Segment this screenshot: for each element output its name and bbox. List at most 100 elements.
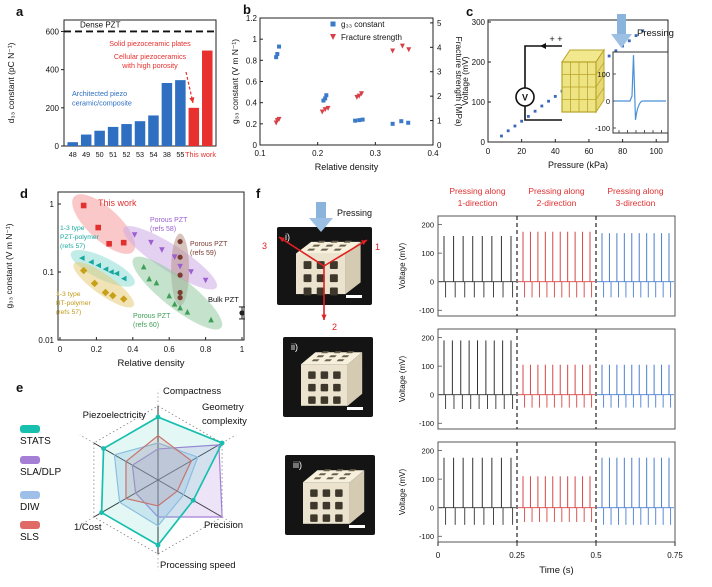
a-xtick: 48 bbox=[69, 150, 77, 159]
f-ytick: 0 bbox=[430, 504, 434, 513]
a-ylabel: d₃₃ constant (pC N⁻¹) bbox=[6, 42, 16, 123]
c-voltmeter-icon bbox=[515, 87, 535, 107]
d-group-label: Porous PZT bbox=[133, 313, 171, 320]
a-cellular-label: with high porosity bbox=[121, 61, 178, 70]
a-bar bbox=[148, 115, 159, 146]
a-xtick: 54 bbox=[149, 150, 157, 159]
c-xlabel: Pressure (kPa) bbox=[548, 160, 608, 170]
c-pressing-arrow-icon bbox=[611, 14, 632, 48]
e-axis-precision: Precision bbox=[204, 520, 243, 531]
b-ytick-right: 5 bbox=[437, 19, 442, 28]
c-xtick: 0 bbox=[486, 147, 491, 156]
a-xtick: 55 bbox=[176, 150, 184, 159]
c-voltmeter-v: V bbox=[522, 93, 528, 103]
c-ytick: 100 bbox=[472, 98, 486, 107]
c-xtick: 60 bbox=[584, 147, 593, 156]
f-ylabel: Voltage (mV) bbox=[398, 243, 407, 290]
f-photo-i): i) bbox=[277, 227, 372, 305]
c-inset-ytick: -100 bbox=[595, 124, 610, 133]
f-header: Pressing along bbox=[607, 186, 664, 196]
panel-a-letter: a bbox=[16, 4, 24, 19]
f-header: 2-direction bbox=[537, 198, 577, 208]
b-ytick-left: 1.2 bbox=[246, 14, 258, 23]
d-group-label: Bulk PZT bbox=[208, 295, 239, 304]
f-ytick: 0 bbox=[430, 278, 434, 287]
d-group-label: Porous PZT bbox=[150, 217, 188, 224]
a-bar bbox=[107, 126, 119, 146]
a-bar bbox=[80, 134, 92, 146]
d-xtick: 0 bbox=[58, 345, 63, 354]
a-xtick: 52 bbox=[123, 150, 131, 159]
a-xtick: 50 bbox=[96, 150, 104, 159]
f-header: Pressing along bbox=[528, 186, 585, 196]
c-ytick: 300 bbox=[472, 18, 486, 27]
panel-a-bar-chart: 0 200 400 600 d₃₃ constant (pC N⁻¹) Dense PZT… bbox=[6, 19, 217, 159]
a-dense-pzt-label: Dense PZT bbox=[80, 20, 121, 29]
b-xtick: 0.2 bbox=[312, 149, 324, 158]
a-architected-label: Architected piezo bbox=[72, 89, 127, 98]
a-bar bbox=[175, 80, 186, 146]
d-xtick: 0.4 bbox=[127, 345, 139, 354]
f-scale-bar bbox=[349, 525, 365, 528]
e-axis-compactness: Compactness bbox=[163, 386, 221, 397]
f-ytick: -100 bbox=[419, 419, 434, 428]
f-header: 1-direction bbox=[458, 198, 498, 208]
e-axis-geometry: Geometry bbox=[202, 402, 244, 413]
c-ytick: 200 bbox=[472, 58, 486, 67]
d-xtick: 1 bbox=[240, 345, 245, 354]
d-group-label: 1-3 type bbox=[56, 291, 81, 298]
b-ytick-right: 0 bbox=[437, 141, 442, 150]
f-xtick: 0 bbox=[436, 551, 441, 560]
b-xtick: 0.4 bbox=[427, 149, 439, 158]
b-ytick-left: 0.6 bbox=[246, 78, 258, 87]
d-region-ellipse bbox=[70, 249, 135, 287]
f-pressing-arrow-icon bbox=[309, 202, 333, 232]
a-xtick: 51 bbox=[109, 150, 117, 159]
d-xlabel: Relative density bbox=[117, 358, 184, 369]
c-inset-ytick: 0 bbox=[606, 97, 610, 106]
d-xtick: 0.6 bbox=[164, 345, 176, 354]
f-axis-3: 3 bbox=[262, 241, 267, 251]
a-this-work-label: This work bbox=[185, 150, 216, 159]
a-ytick: 600 bbox=[46, 27, 60, 36]
f-xtick: 0.5 bbox=[590, 551, 602, 560]
d-xtick: 0.8 bbox=[200, 345, 212, 354]
e-series-SLS bbox=[125, 434, 193, 507]
f-pressing-label: Pressing bbox=[337, 208, 372, 218]
e-legend-swatch bbox=[20, 425, 40, 433]
a-bar-highlight bbox=[202, 50, 213, 146]
c-plus-signs: + + bbox=[549, 34, 562, 44]
b-ytick-right: 4 bbox=[437, 43, 442, 52]
f-ylabel: Voltage (mV) bbox=[398, 356, 407, 403]
panel-e-radar-chart: Compactness Geometry complexity Precision Pr… bbox=[20, 386, 247, 571]
a-bar bbox=[134, 121, 146, 146]
f-ylabel: Voltage (mV) bbox=[398, 469, 407, 516]
b-ytick-left: 0.4 bbox=[246, 99, 258, 108]
d-group-label: BT-polymer bbox=[56, 300, 91, 307]
c-lattice-cube-icon bbox=[561, 48, 605, 114]
e-legend-swatch bbox=[20, 491, 40, 499]
panel-c-letter: c bbox=[466, 4, 474, 19]
a-bar bbox=[67, 142, 78, 146]
b-legend-fracture: Fracture strength bbox=[341, 33, 402, 42]
f-ytick: 100 bbox=[421, 475, 434, 484]
d-group-label: (refs 59) bbox=[190, 250, 216, 257]
e-axis-geometry: complexity bbox=[202, 416, 247, 427]
e-legend-label: DIW bbox=[20, 502, 40, 513]
a-xtick: 49 bbox=[82, 150, 90, 159]
a-bar-highlight bbox=[188, 107, 200, 146]
f-photo-ii): ii) bbox=[283, 337, 373, 417]
c-pressing-label: Pressing bbox=[637, 28, 674, 39]
d-region-ellipse bbox=[123, 226, 218, 290]
panel-f-pulse-trains: Pressing along 1-direction Pressing along 2… bbox=[262, 186, 683, 576]
a-ytick: 0 bbox=[55, 142, 60, 151]
b-legend-g33: g₃₃ constant bbox=[341, 20, 385, 29]
e-series-DIW bbox=[113, 442, 199, 527]
d-group-label: Porous PZT bbox=[190, 241, 228, 248]
f-xlabel: Time (s) bbox=[539, 565, 573, 576]
c-ytick: 0 bbox=[481, 138, 486, 147]
f-scale-bar bbox=[346, 295, 362, 298]
c-current-arrow-icon bbox=[540, 43, 546, 49]
c-xtick: 40 bbox=[551, 147, 560, 156]
b-ytick-right: 3 bbox=[437, 68, 442, 77]
